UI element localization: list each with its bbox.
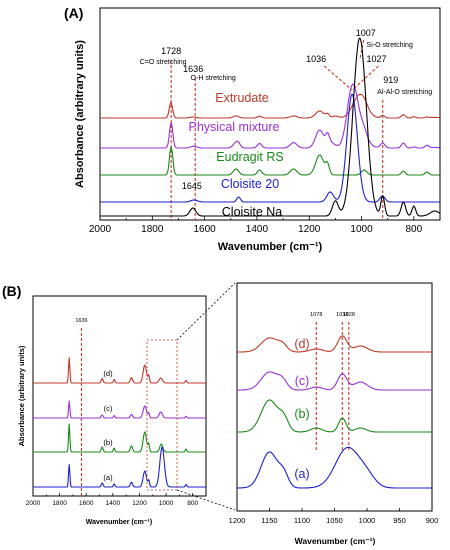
panel-b-annotations: 1636 <box>75 318 87 324</box>
x-tick-label: 1400 <box>106 500 121 507</box>
series-line <box>237 335 432 353</box>
series-label: (a) <box>294 467 309 481</box>
annotation-value: 1078 <box>310 312 322 318</box>
panel-b-y-label: Absorbance (arbitrary units) <box>17 345 26 446</box>
panel-zoom-x-label: Wavenumber (cm⁻¹) <box>295 536 376 546</box>
series-line <box>100 37 441 217</box>
x-tick-label: 800 <box>187 500 198 507</box>
x-tick-label: 1800 <box>52 500 67 507</box>
series-line <box>32 357 207 384</box>
series-label: (a) <box>103 473 113 482</box>
annotation-value: 1028 <box>343 312 355 318</box>
series-line <box>100 83 440 149</box>
x-tick-label: 1150 <box>261 516 277 525</box>
panel-b-series-labels: (d) (c) (b) (a) <box>103 369 113 482</box>
series-line <box>237 371 432 391</box>
panel-b-x-label: Wavenumber (cm⁻¹) <box>86 519 152 526</box>
panel-zoom-series-labels: (d) (c) (b) (a) <box>294 337 309 481</box>
panel-b-curves <box>32 357 207 488</box>
series-line <box>32 446 207 488</box>
x-tick-label: 1100 <box>294 516 310 525</box>
annotation-label: C=O stretching <box>140 59 187 66</box>
panel-b-x-ticks: 2000 1800 1600 1400 1200 1000 800 <box>26 493 198 507</box>
annotation-value: 919 <box>383 75 398 85</box>
annotation-value: 1007 <box>356 28 376 38</box>
x-tick-label: 800 <box>406 224 423 235</box>
series-line <box>100 93 440 119</box>
panel-zoom-x-ticks: 1200 1150 1100 1050 1000 950 900 <box>229 508 439 525</box>
x-tick-label: 1200 <box>298 224 321 235</box>
panel-zoom-axes <box>236 282 433 512</box>
panel-a-x-ticks: 2000 1800 1600 1400 1200 1000 800 <box>89 216 423 235</box>
panel-a-curves <box>100 37 441 217</box>
series-label: (b) <box>294 407 309 421</box>
annotation-label: Si-O stretching <box>367 42 413 49</box>
panel-a-y-label: Absorbance (arbitrary units) <box>74 40 86 188</box>
x-tick-label: 1000 <box>350 224 373 235</box>
panel-a-series-labels: Extrudate Physical mixture Eudragit RS Cloi… <box>189 91 284 219</box>
series-label: (d) <box>103 369 113 378</box>
x-tick-label: 900 <box>426 516 439 525</box>
x-tick-label: 2000 <box>26 500 41 507</box>
annotation-label: O-H stretching <box>191 75 236 82</box>
x-tick-label: 1000 <box>359 516 376 525</box>
series-label: Physical mixture <box>189 120 280 134</box>
x-tick-label: 2000 <box>89 224 112 235</box>
x-tick-label: 1600 <box>79 500 94 507</box>
zoom-connector-top <box>176 282 236 341</box>
annotation-value: 1036 <box>306 54 326 64</box>
annotation-value: 1645 <box>182 181 202 191</box>
series-label: Extrudate <box>215 91 269 105</box>
x-tick-label: 950 <box>393 516 406 525</box>
panel-zoom: 1200 1150 1100 1050 1000 950 900 Wavenumber (c… <box>229 282 439 546</box>
panel-a-label: (A) <box>64 5 83 21</box>
panel-b-label: (B) <box>2 283 21 299</box>
annotation-value: 1636 <box>75 318 87 324</box>
panel-zoom-curves <box>237 335 432 489</box>
annotation-value: 1636 <box>183 64 203 74</box>
panel-b-axes <box>32 295 207 497</box>
panel-a-x-label: Wavenumber (cm⁻¹) <box>218 241 323 253</box>
panel-a: (A) 2000 1800 1600 1400 1200 1000 800 Wavenumb… <box>64 5 441 253</box>
x-tick-label: 1600 <box>193 224 216 235</box>
x-tick-label: 1400 <box>246 224 269 235</box>
x-tick-label: 1050 <box>326 516 343 525</box>
series-line <box>237 446 432 489</box>
marker-line <box>354 65 379 89</box>
series-label: Cloisite 20 <box>221 177 279 191</box>
x-tick-label: 1200 <box>229 516 246 525</box>
series-label: Cloisite Na <box>222 205 282 219</box>
series-label: Eudragit RS <box>216 150 283 164</box>
series-line <box>32 400 207 419</box>
x-tick-label: 1800 <box>141 224 164 235</box>
x-tick-label: 1000 <box>159 500 174 507</box>
zoom-region-box <box>146 339 178 491</box>
series-line <box>100 146 440 176</box>
panel-a-axes <box>99 7 441 221</box>
series-label: (b) <box>103 438 113 447</box>
annotation-value: 1027 <box>366 54 386 64</box>
annotation-value: 1038 <box>336 312 348 318</box>
panel-b: (B) 2000 1800 1600 1400 1200 1000 800 Wavenumb… <box>2 283 207 526</box>
series-line <box>32 423 207 453</box>
annotation-value: 1728 <box>161 46 181 56</box>
annotation-label: Al-Al-O stretching <box>377 89 432 96</box>
series-line <box>237 399 432 433</box>
series-label: (c) <box>295 374 310 388</box>
series-label: (c) <box>104 404 113 413</box>
panel-zoom-marker-lines <box>315 322 350 452</box>
series-label: (d) <box>294 337 309 351</box>
x-tick-label: 1200 <box>132 500 147 507</box>
marker-line <box>323 65 353 91</box>
